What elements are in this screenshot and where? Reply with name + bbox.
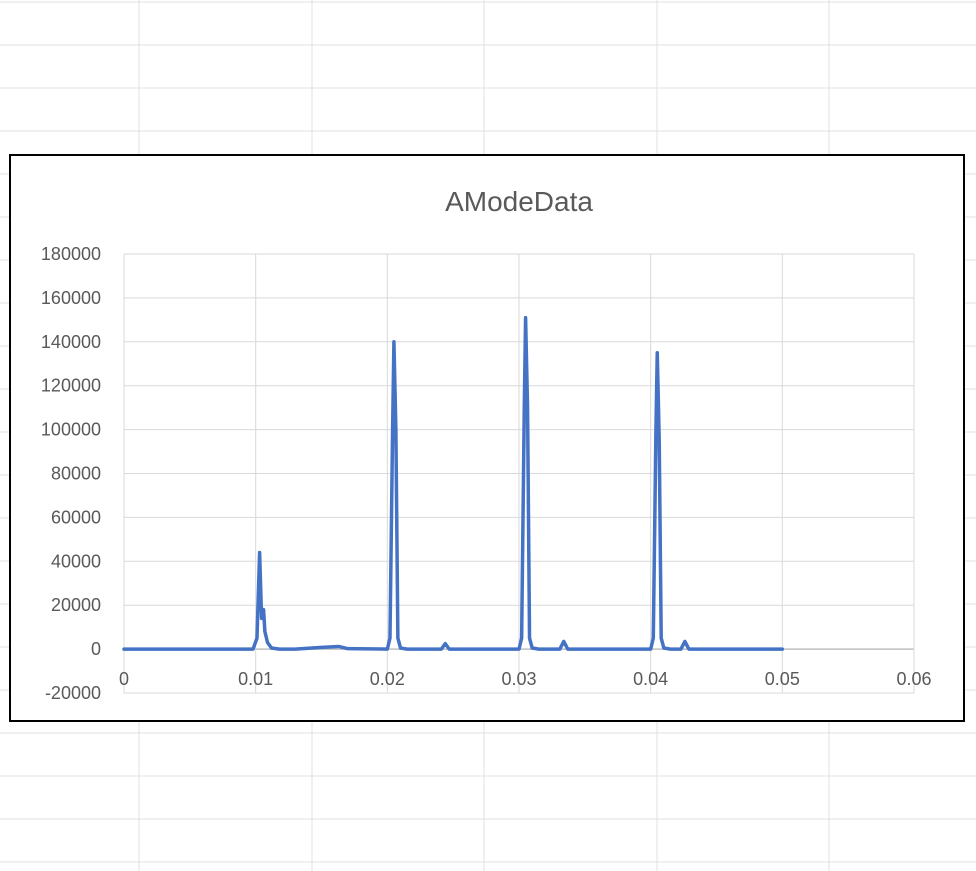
x-tick-label: 0.03 bbox=[501, 669, 536, 689]
chart-title: AModeData bbox=[445, 186, 593, 217]
y-tick-label: 0 bbox=[91, 639, 101, 659]
y-tick-label: 80000 bbox=[51, 464, 101, 484]
y-tick-label: 140000 bbox=[41, 332, 101, 352]
y-tick-label: 60000 bbox=[51, 507, 101, 527]
series-line-1[interactable] bbox=[122, 315, 785, 651]
x-tick-label: 0.05 bbox=[765, 669, 800, 689]
x-tick-label: 0.01 bbox=[238, 669, 273, 689]
y-tick-label: 160000 bbox=[41, 288, 101, 308]
series-layer bbox=[122, 315, 785, 651]
chart-svg: AModeData -20000 0 20000 40000 60000 80000 100… bbox=[41, 186, 932, 703]
x-tick-label: 0 bbox=[119, 669, 129, 689]
y-axis-tick-labels: -20000 0 20000 40000 60000 80000 100000 120000 1… bbox=[41, 244, 101, 703]
x-tick-label: 0.02 bbox=[370, 669, 405, 689]
x-axis-tick-labels: 0 0.01 0.02 0.03 0.04 0.05 0.06 bbox=[119, 669, 932, 689]
gridlines bbox=[123, 253, 915, 694]
y-tick-label: 100000 bbox=[41, 420, 101, 440]
chart-area[interactable]: AModeData -20000 0 20000 40000 60000 80000 100… bbox=[9, 154, 965, 722]
y-tick-label: 20000 bbox=[51, 595, 101, 615]
y-tick-label: 40000 bbox=[51, 551, 101, 571]
y-tick-label: 180000 bbox=[41, 244, 101, 264]
x-tick-label: 0.04 bbox=[633, 669, 668, 689]
y-tick-label: 120000 bbox=[41, 376, 101, 396]
x-tick-label: 0.06 bbox=[896, 669, 931, 689]
y-tick-label: -20000 bbox=[45, 683, 101, 703]
